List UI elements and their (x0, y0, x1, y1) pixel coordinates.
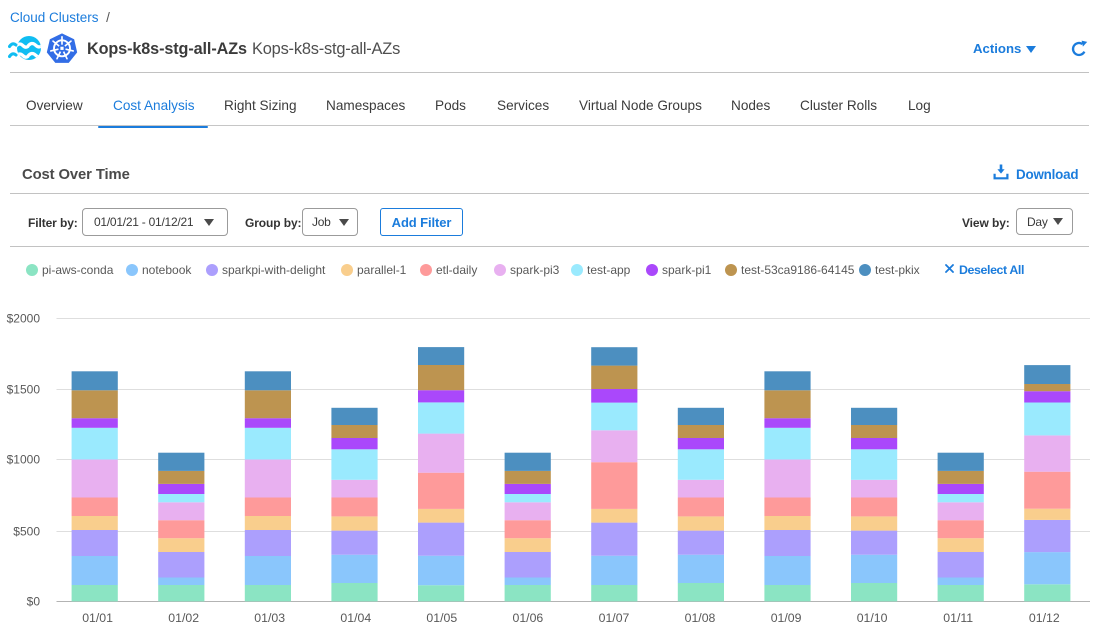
svg-text:$500: $500 (13, 525, 40, 539)
svg-text:01/11: 01/11 (943, 611, 973, 625)
svg-text:01/07: 01/07 (599, 611, 630, 625)
svg-text:01/04: 01/04 (340, 611, 371, 625)
svg-text:01/12: 01/12 (1029, 611, 1060, 625)
svg-text:01/09: 01/09 (771, 611, 802, 625)
svg-text:01/03: 01/03 (254, 611, 285, 625)
svg-text:01/08: 01/08 (685, 611, 716, 625)
svg-text:$1000: $1000 (7, 453, 41, 467)
svg-text:01/05: 01/05 (426, 611, 457, 625)
svg-text:$0: $0 (27, 595, 41, 609)
svg-text:$1500: $1500 (7, 383, 41, 397)
svg-text:01/06: 01/06 (513, 611, 544, 625)
svg-text:01/10: 01/10 (857, 611, 888, 625)
svg-text:01/01: 01/01 (82, 611, 113, 625)
svg-text:01/02: 01/02 (168, 611, 199, 625)
svg-text:$2000: $2000 (7, 312, 41, 326)
